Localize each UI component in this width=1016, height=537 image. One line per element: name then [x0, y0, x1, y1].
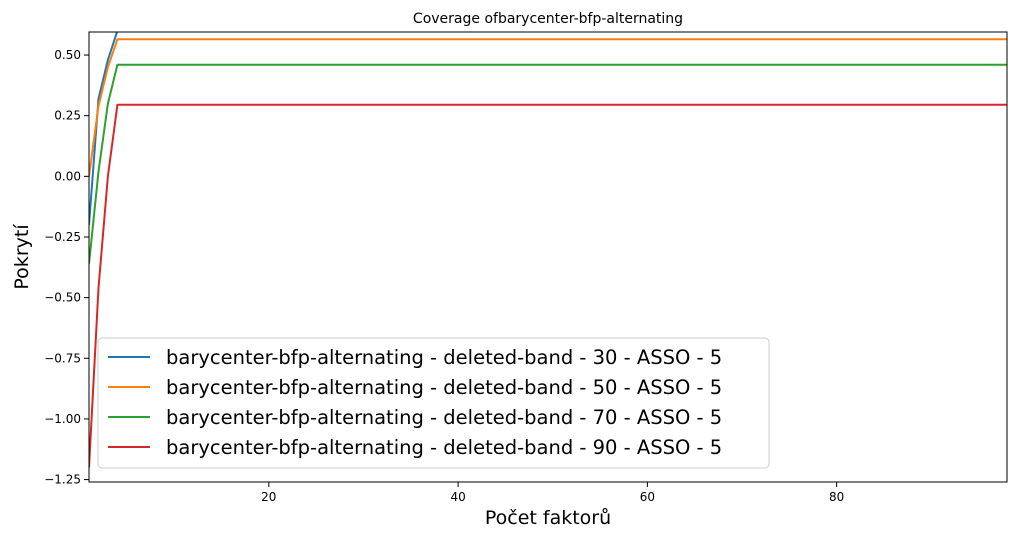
x-axis-label: Počet faktorů — [485, 507, 611, 529]
series-line-2 — [89, 38, 1007, 177]
y-tick-label: −1.25 — [44, 473, 81, 487]
legend-entry-label: barycenter-bfp-alternating - deleted-ban… — [166, 346, 722, 369]
legend: barycenter-bfp-alternating - deleted-ban… — [97, 337, 770, 469]
x-tick-label: 20 — [261, 490, 276, 504]
series-line-3 — [89, 63, 1007, 264]
chart-title: Coverage ofbarycenter-bfp-alternating — [413, 11, 683, 27]
x-tick-label: 80 — [829, 490, 844, 504]
y-tick-label: 0.50 — [54, 48, 81, 62]
y-tick-label: −0.75 — [44, 351, 81, 365]
x-tick-label: 40 — [450, 490, 465, 504]
x-axis: 20 40 60 80 — [261, 482, 844, 504]
y-tick-label: −0.50 — [44, 291, 81, 305]
y-axis-label: Pokrytí — [11, 224, 33, 290]
legend-entry-label: barycenter-bfp-alternating - deleted-ban… — [166, 406, 722, 429]
y-tick-label: −0.25 — [44, 230, 81, 244]
legend-entry-label: barycenter-bfp-alternating - deleted-ban… — [166, 436, 722, 459]
y-axis: 0.50 0.25 0.00 −0.25 −0.50 −0.75 −1.00 −1.25 — [44, 48, 89, 487]
legend-box — [97, 337, 770, 469]
y-tick-label: 0.25 — [54, 109, 81, 123]
plot-lines — [89, 32, 1007, 468]
plot-frame — [88, 31, 1008, 483]
series-line-4 — [89, 103, 1007, 468]
legend-entry-label: barycenter-bfp-alternating - deleted-ban… — [166, 376, 722, 399]
x-tick-label: 60 — [640, 490, 655, 504]
series-line-1 — [89, 32, 119, 225]
y-tick-label: −1.00 — [44, 412, 81, 426]
y-tick-label: 0.00 — [54, 169, 81, 183]
